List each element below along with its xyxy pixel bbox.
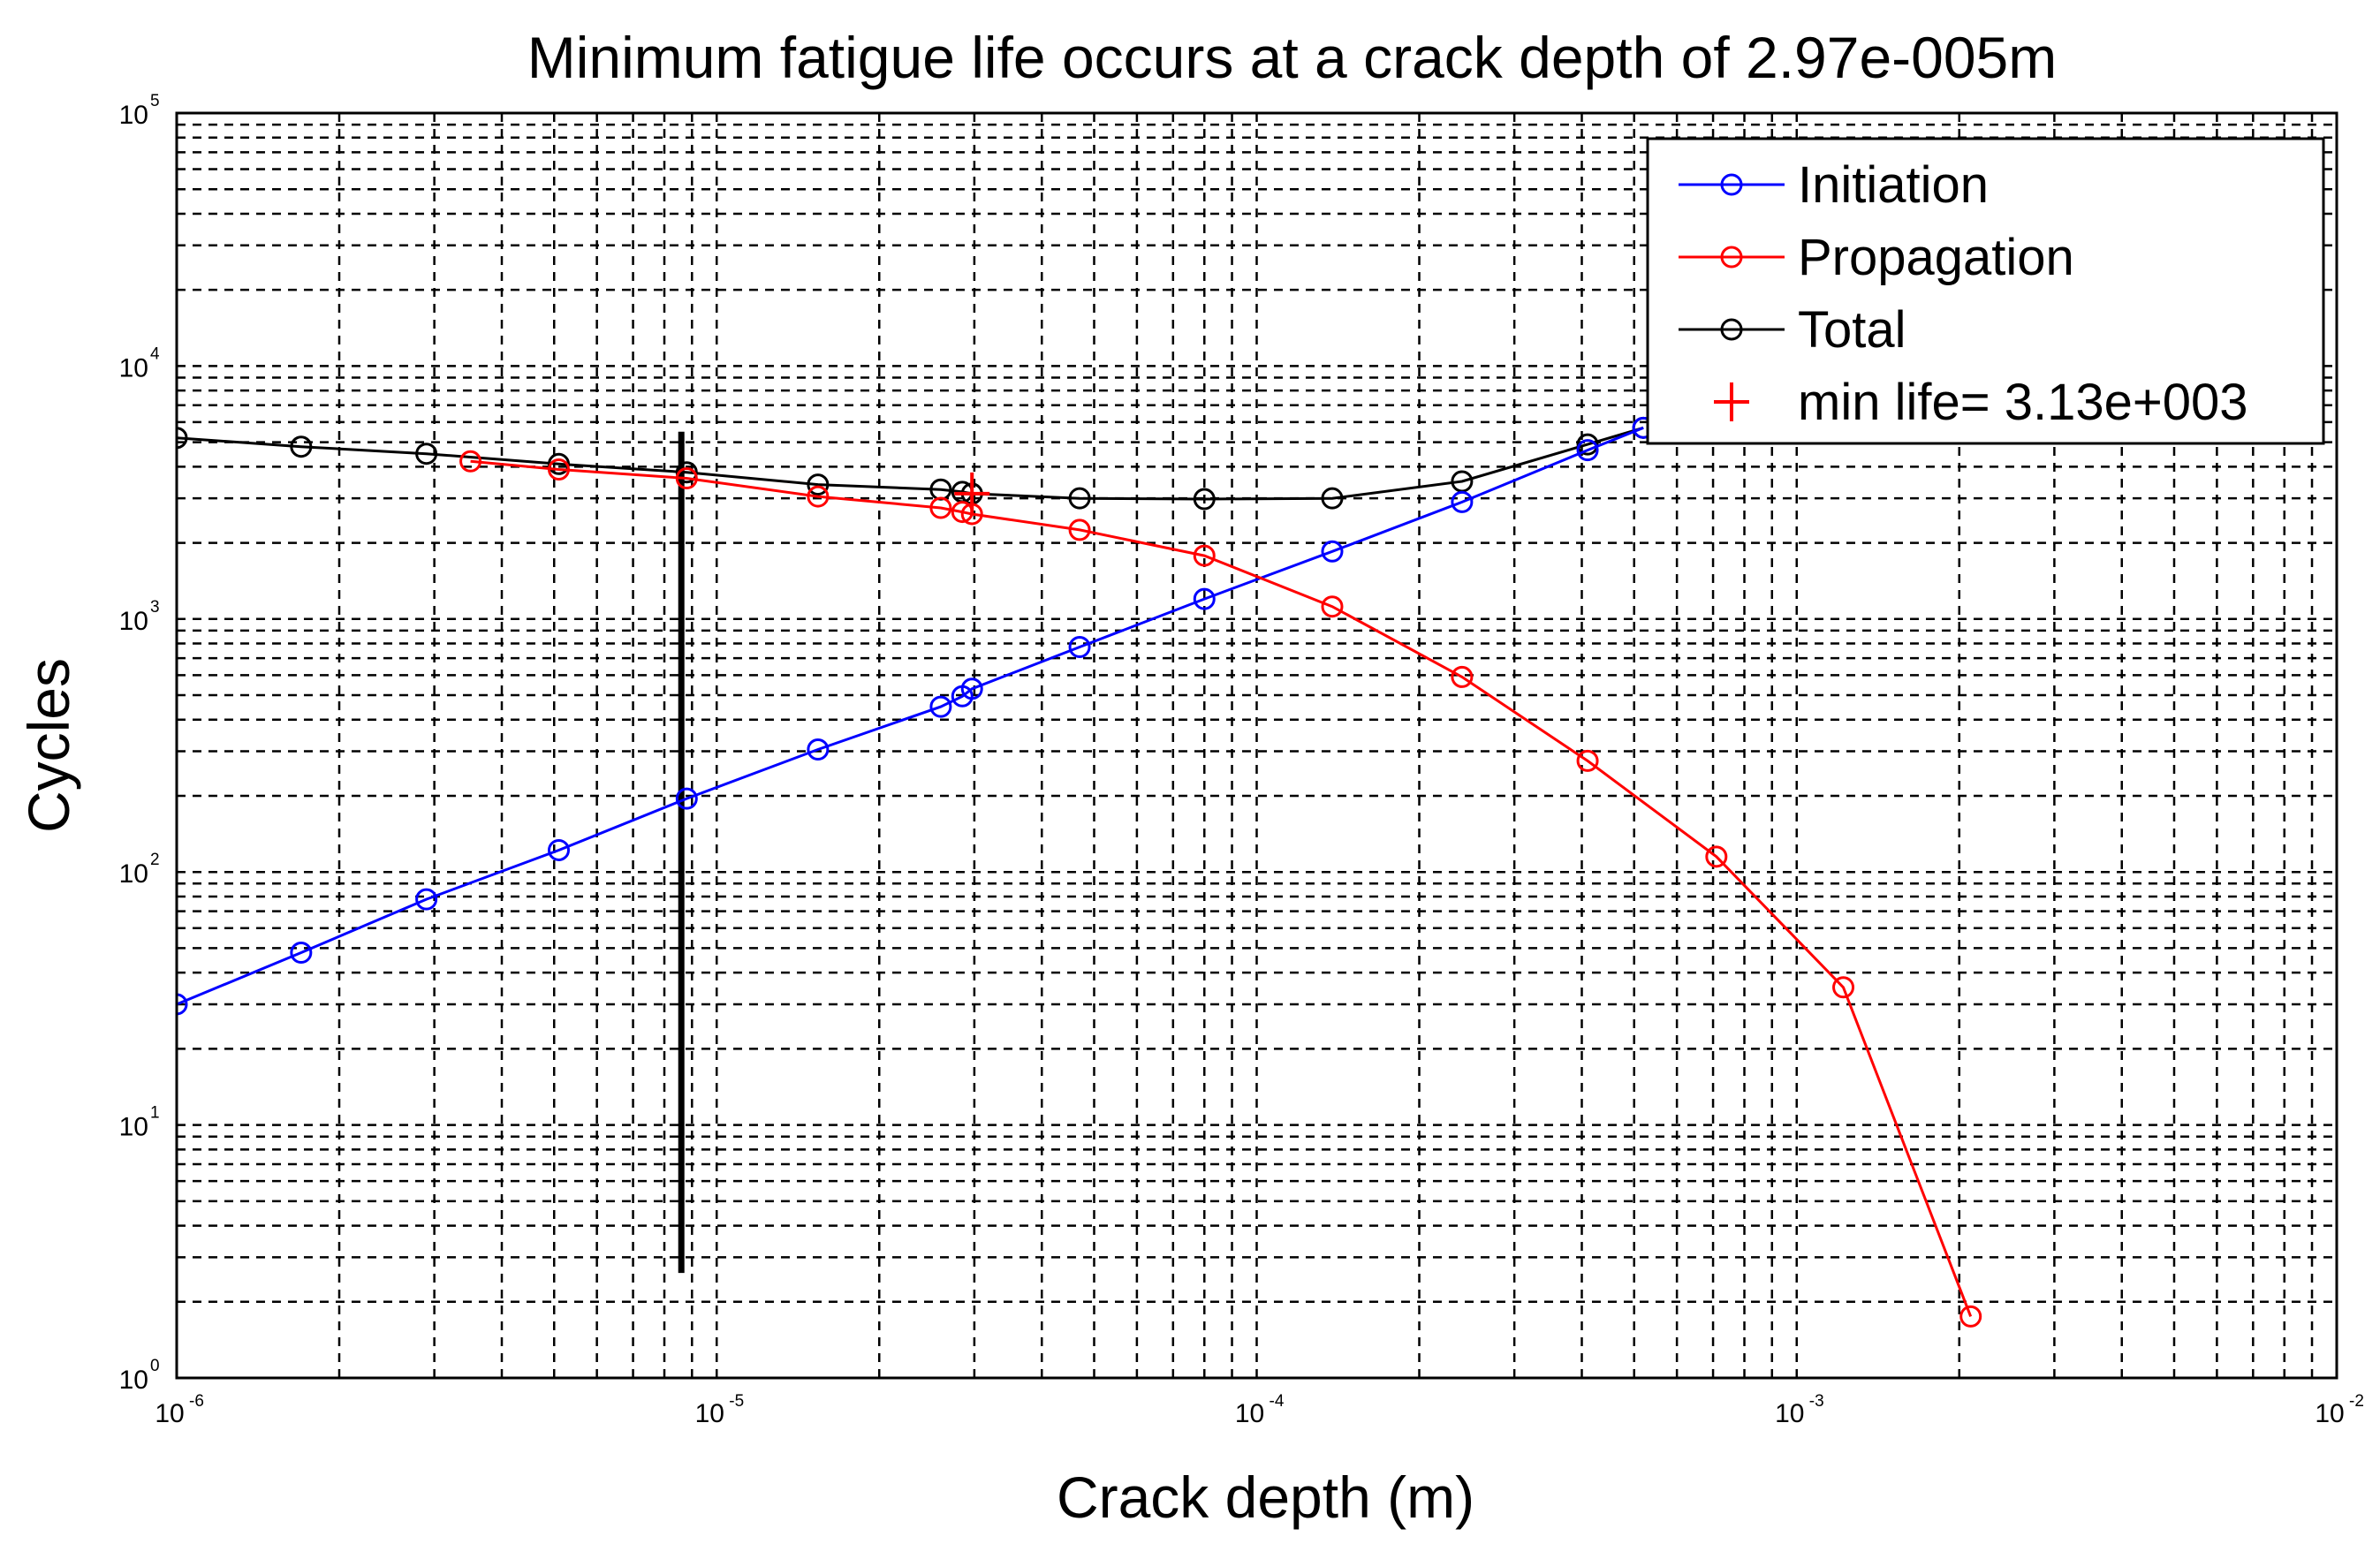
propagation-point xyxy=(675,466,698,489)
initiation-point xyxy=(1068,636,1091,659)
data-series xyxy=(177,416,1982,1328)
legend-label: Propagation xyxy=(1798,229,2074,286)
y-tick-label: 10 2 xyxy=(119,851,160,889)
total-point xyxy=(1576,433,1599,456)
propagation-point xyxy=(1576,749,1599,772)
propagation-series xyxy=(459,450,1982,1328)
propagation-point xyxy=(929,496,952,519)
propagation-point xyxy=(1321,595,1344,618)
x-tick-label: 10 -3 xyxy=(1775,1392,1824,1428)
legend-marker xyxy=(1720,173,1743,196)
propagation-point xyxy=(1193,544,1216,567)
legend-label: Initiation xyxy=(1798,156,1989,214)
propagation-point xyxy=(1451,665,1474,688)
y-tick-base: 10 xyxy=(119,1113,148,1142)
initiation-point xyxy=(807,738,830,761)
x-axis-label: Crack depth (m) xyxy=(1057,1465,1474,1530)
propagation-point xyxy=(548,458,571,481)
x-tick-exponent: -6 xyxy=(189,1392,204,1411)
initiation-point xyxy=(290,941,313,964)
initiation-line xyxy=(177,426,1644,1006)
y-tick-base: 10 xyxy=(119,859,148,889)
total-point xyxy=(807,473,830,496)
y-tick-label: 10 5 xyxy=(119,92,160,130)
legend-entry: min life= 3.13e+003 xyxy=(1714,374,2247,431)
initiation-point xyxy=(1321,540,1344,563)
x-tick-base: 10 xyxy=(2315,1399,2344,1428)
y-tick-exponent: 0 xyxy=(150,1357,160,1375)
y-tick-label: 10 3 xyxy=(119,598,160,636)
y-tick-exponent: 5 xyxy=(150,92,160,110)
total-point xyxy=(1193,488,1216,511)
legend: Initiation Propagation Total min life= 3.13… xyxy=(1646,137,2325,445)
initiation-point xyxy=(1193,587,1216,610)
initiation-point xyxy=(675,787,698,810)
initiation-point xyxy=(960,677,983,700)
total-point xyxy=(548,452,571,475)
y-tick-exponent: 1 xyxy=(150,1104,160,1123)
propagation-point xyxy=(1959,1305,1982,1328)
y-tick-base: 10 xyxy=(119,101,148,130)
y-tick-label: 10 1 xyxy=(119,1104,160,1142)
total-point xyxy=(1068,487,1091,510)
legend-entry: Total xyxy=(1679,301,1906,359)
x-tick-base: 10 xyxy=(695,1399,724,1428)
total-point xyxy=(1321,487,1344,510)
initiation-point xyxy=(415,888,438,911)
y-tick-exponent: 4 xyxy=(150,344,160,363)
total-line xyxy=(177,426,1644,501)
total-point xyxy=(415,443,438,465)
y-tick-label: 10 0 xyxy=(119,1357,160,1395)
y-tick-label: 10 4 xyxy=(119,344,160,382)
min-life-marker xyxy=(954,472,990,515)
propagation-line xyxy=(470,459,1973,1317)
legend-entry: Initiation xyxy=(1679,156,1989,214)
propagation-point xyxy=(1068,518,1091,541)
y-tick-exponent: 2 xyxy=(150,851,160,869)
plot-area-border xyxy=(175,111,2338,1380)
y-tick-base: 10 xyxy=(119,1366,148,1395)
y-axis-label: Cycles xyxy=(16,658,81,833)
initiation-point xyxy=(177,993,188,1016)
total-point xyxy=(290,435,313,458)
propagation-point xyxy=(807,485,830,508)
legend-label: Total xyxy=(1798,301,1906,359)
initiation-point xyxy=(929,695,952,718)
axis-ticks: 10 -6 10 -5 10 -4 10 -3 10 -210 010 110 210 310 410 5 xyxy=(119,92,2364,1428)
x-tick-exponent: -3 xyxy=(1809,1392,1824,1411)
x-tick-label: 10 -5 xyxy=(695,1392,745,1428)
initiation-series xyxy=(177,416,1655,1016)
legend-marker xyxy=(1720,246,1743,269)
total-point xyxy=(177,427,188,450)
propagation-point xyxy=(1832,976,1855,999)
initiation-point xyxy=(548,838,571,861)
legend-label: min life= 3.13e+003 xyxy=(1798,374,2247,431)
y-tick-exponent: 3 xyxy=(150,598,160,617)
y-tick-base: 10 xyxy=(119,607,148,636)
x-tick-base: 10 xyxy=(155,1399,184,1428)
initiation-point xyxy=(1451,490,1474,513)
legend-box xyxy=(1646,137,2325,445)
propagation-point xyxy=(459,450,482,473)
legend-marker xyxy=(1720,318,1743,341)
chart-title: Minimum fatigue life occurs at a crack d… xyxy=(527,25,2058,90)
x-tick-exponent: -5 xyxy=(729,1392,744,1411)
legend-entry: Propagation xyxy=(1679,229,2074,286)
propagation-point xyxy=(1705,845,1728,868)
x-tick-base: 10 xyxy=(1775,1399,1804,1428)
x-tick-exponent: -4 xyxy=(1270,1392,1285,1411)
y-tick-base: 10 xyxy=(119,353,148,382)
x-tick-label: 10 -2 xyxy=(2315,1392,2364,1428)
x-tick-exponent: -2 xyxy=(2349,1392,2364,1411)
x-tick-label: 10 -6 xyxy=(155,1392,204,1428)
total-series xyxy=(177,416,1655,511)
x-tick-base: 10 xyxy=(1235,1399,1264,1428)
total-point xyxy=(675,461,698,484)
x-tick-label: 10 -4 xyxy=(1235,1392,1285,1428)
initiation-point xyxy=(1576,439,1599,462)
